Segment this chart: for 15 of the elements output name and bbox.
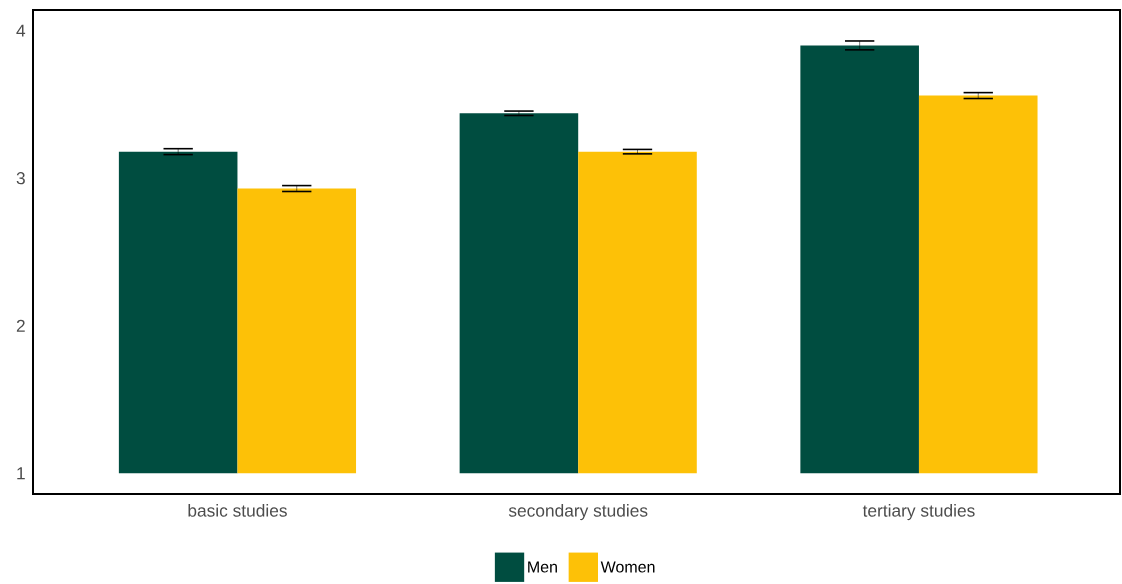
x-tick-label: basic studies	[188, 504, 287, 517]
legend-label: Men	[528, 561, 557, 573]
y-tick-label: 3	[16, 172, 25, 185]
y-tick-label: 4	[16, 24, 26, 37]
y-tick-label: 1	[17, 467, 25, 480]
x-tick-label: secondary studies	[508, 504, 648, 521]
legend-label: Women	[600, 561, 655, 573]
bar	[237, 188, 357, 474]
bar	[918, 95, 1038, 474]
x-tick-label: tertiary studies	[862, 504, 975, 521]
bar	[578, 151, 697, 474]
y-tick-label: 2	[16, 319, 25, 332]
bar	[118, 151, 238, 474]
bar	[459, 113, 579, 474]
bar	[800, 45, 919, 474]
